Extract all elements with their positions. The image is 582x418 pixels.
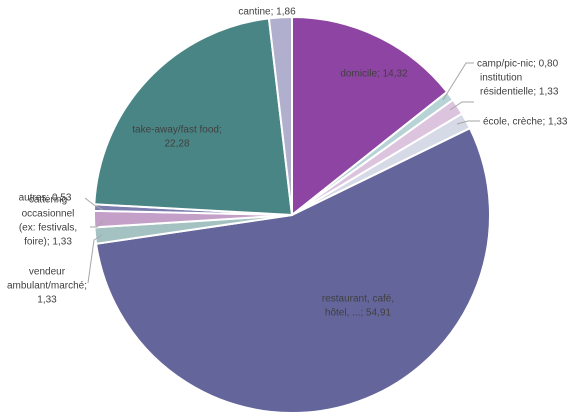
slice-label-line: cantine; 1,86 [238,7,296,18]
slice-label-line: restaurant, café, [322,294,394,305]
slice-label: institution résidentielle; 1,33 [480,73,559,98]
slice-label-line: (ex: festivals, [19,223,77,234]
slice-label: domicile; 14,32 [340,69,408,80]
leader-line [90,220,104,228]
leader-line [456,120,480,125]
slice-label: cantine; 1,86 [238,7,296,18]
pie-slices [92,16,491,414]
leader-line [442,62,474,101]
slice-label: autres; 0,53 [19,193,72,204]
slice-label-line: foire); 1,33 [24,237,72,248]
slice-label: take-away/fast food; 22,28 [132,125,222,150]
leader-lines [84,62,480,284]
slice-label-line: cattering [29,195,67,206]
slice-label-line: autres; 0,53 [19,193,72,204]
slice-label-line: hôtel, ...; 54,91 [325,308,392,319]
slice-label-line: vendeur [29,267,66,278]
slice-label-line: domicile; 14,32 [340,69,408,80]
pie-slice [267,16,293,216]
pie-slice [93,17,293,216]
slice-label-line: camp/pic-nic; 0,80 [477,59,559,70]
slice-label: restaurant, café, hôtel, ...; 54,91 [322,294,394,319]
slice-label: cattering occasionnel (ex: festivals, foire… [19,195,77,248]
slice-label-line: 1,33 [37,295,57,306]
slice-label-line: ambulant/marché; [7,281,87,292]
slice-label: camp/pic-nic; 0,80 [477,59,559,70]
pie-slice [95,127,491,414]
slice-label-line: école, crèche; 1,33 [483,117,568,128]
pie-slice [291,16,449,216]
slice-label-line: 22,28 [164,139,189,150]
leader-line [449,101,474,111]
leader-line [87,234,103,284]
slice-label: école, crèche; 1,33 [483,117,568,128]
slice-label-line: résidentielle; 1,33 [480,87,559,98]
slice-labels: domicile; 14,32 camp/pic-nic; 0,80 institu… [7,7,568,319]
slice-label: vendeur ambulant/marché; 1,33 [7,267,87,306]
slice-label-line: occasionnel [22,209,75,220]
slice-label-line: take-away/fast food; [132,125,222,136]
slice-label-line: institution [480,73,522,84]
leader-line [84,197,104,211]
